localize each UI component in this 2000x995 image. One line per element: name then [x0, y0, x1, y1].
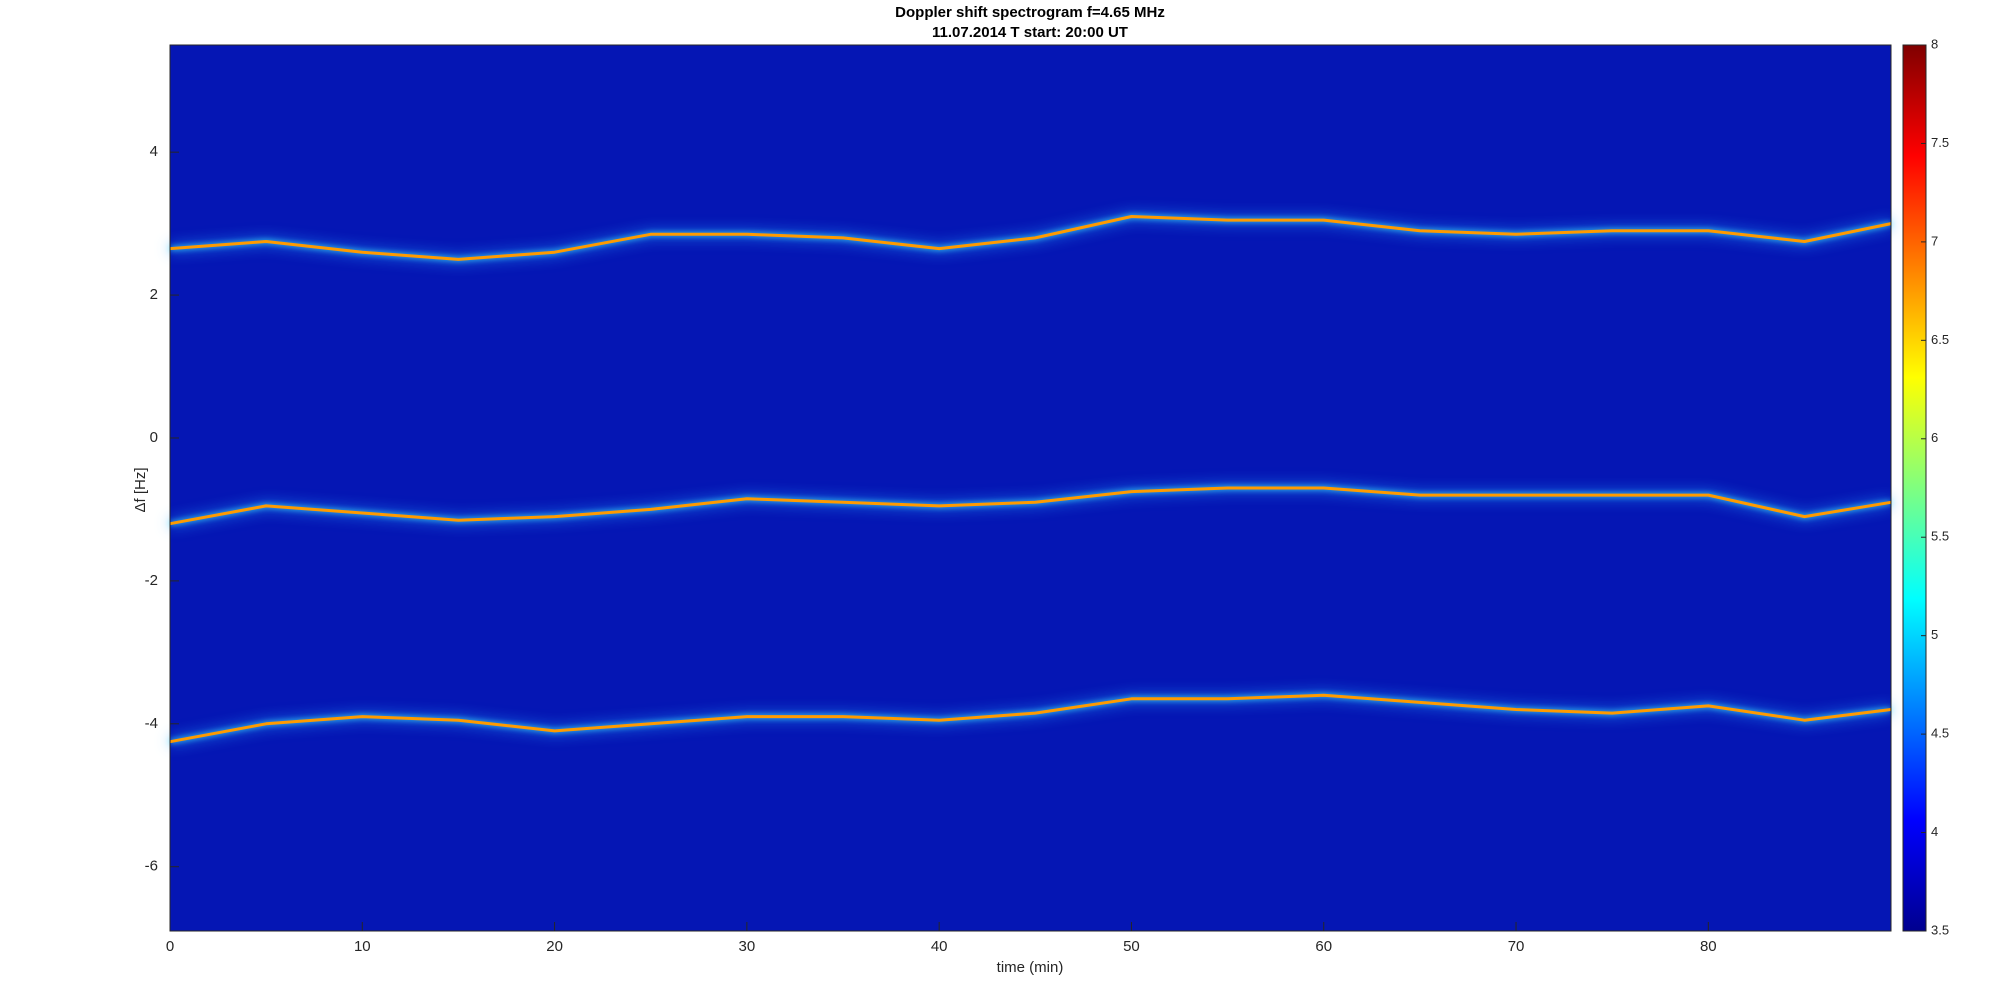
x-tick-label: 0: [166, 938, 174, 955]
x-tick-label: 60: [1315, 938, 1332, 955]
plot-frame: [169, 44, 1892, 932]
x-tick-label: 80: [1700, 938, 1717, 955]
colorbar: [1902, 44, 1927, 932]
x-tick-label: 10: [354, 938, 371, 955]
colorbar-tick-label: 5: [1931, 627, 1938, 642]
x-tick-label: 40: [931, 938, 948, 955]
y-axis-label: Δf [Hz]: [132, 467, 149, 512]
colorbar-tick-label: 4.5: [1931, 726, 1949, 741]
colorbar-tick-label: 8: [1931, 36, 1938, 51]
doppler-trace: [169, 693, 1892, 744]
y-tick-label: -6: [145, 858, 158, 875]
colorbar-tick-label: 7.5: [1931, 135, 1949, 150]
x-tick-label: 20: [546, 938, 563, 955]
y-tick-label: -4: [145, 715, 158, 732]
y-tick-label: 2: [150, 286, 158, 303]
doppler-trace: [169, 486, 1892, 526]
chart-title: Doppler shift spectrogram f=4.65 MHz: [895, 4, 1165, 21]
colorbar-tick-label: 4: [1931, 824, 1938, 839]
x-axis-label: time (min): [997, 959, 1064, 976]
x-tick-label: 30: [739, 938, 756, 955]
x-tick-label: 50: [1123, 938, 1140, 955]
y-tick-label: 4: [150, 143, 158, 160]
plot-area: [170, 45, 1891, 931]
colorbar-tick-label: 5.5: [1931, 529, 1949, 544]
doppler-trace: [169, 215, 1892, 261]
y-tick-label: 0: [150, 429, 158, 446]
colorbar-tick-label: 6.5: [1931, 332, 1949, 347]
colorbar-tick-label: 7: [1931, 233, 1938, 248]
x-tick-label: 70: [1508, 938, 1525, 955]
colorbar-tick-label: 6: [1931, 430, 1938, 445]
chart-subtitle: 11.07.2014 T start: 20:00 UT: [932, 24, 1128, 41]
colorbar-tick-label: 3.5: [1931, 922, 1949, 937]
y-tick-label: -2: [145, 572, 158, 589]
